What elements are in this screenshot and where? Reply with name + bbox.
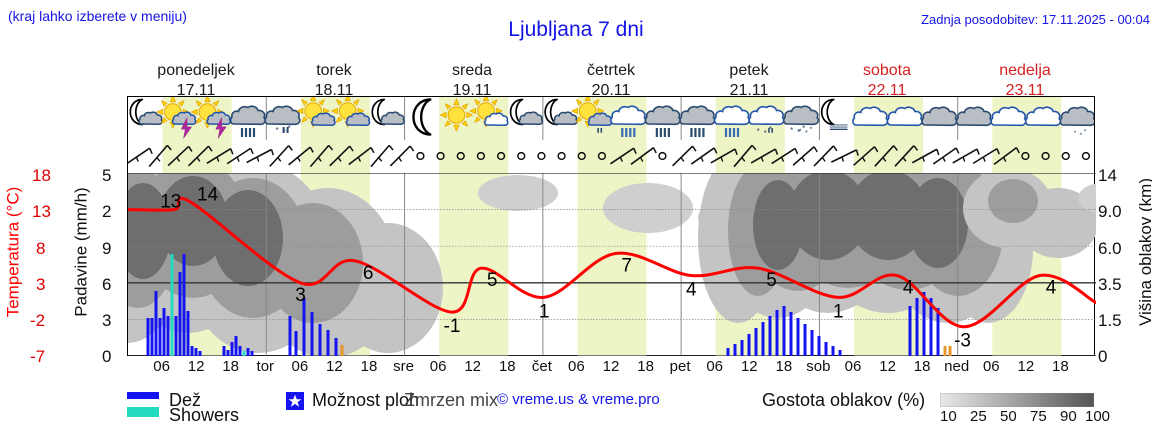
svg-text:7: 7 [621, 256, 632, 277]
svg-text:5: 5 [766, 270, 777, 291]
svg-text:4: 4 [903, 278, 914, 299]
svg-text:13: 13 [160, 192, 181, 213]
svg-text:1: 1 [833, 301, 844, 322]
svg-text:-3: -3 [954, 331, 971, 352]
svg-text:5: 5 [487, 270, 498, 291]
svg-text:1: 1 [539, 301, 550, 322]
svg-text:4: 4 [1046, 278, 1057, 299]
svg-text:4: 4 [686, 280, 697, 301]
svg-text:3: 3 [295, 285, 306, 306]
svg-text:14: 14 [197, 184, 219, 205]
svg-text:-1: -1 [444, 316, 461, 337]
svg-text:6: 6 [363, 263, 374, 284]
